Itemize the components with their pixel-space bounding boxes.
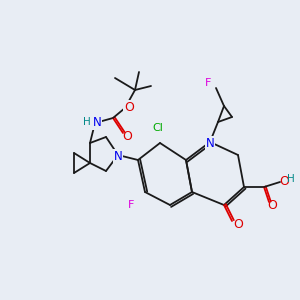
Text: N: N xyxy=(93,116,101,129)
Text: H: H xyxy=(83,117,91,127)
Text: H: H xyxy=(287,174,295,184)
Text: N: N xyxy=(206,137,214,150)
Text: O: O xyxy=(267,199,277,212)
Text: Cl: Cl xyxy=(153,123,164,133)
Text: O: O xyxy=(233,218,243,231)
Text: F: F xyxy=(205,78,211,88)
Text: F: F xyxy=(128,200,134,210)
Text: O: O xyxy=(124,101,134,114)
Text: N: N xyxy=(114,150,122,163)
Text: O: O xyxy=(279,175,289,188)
Text: O: O xyxy=(122,130,132,143)
